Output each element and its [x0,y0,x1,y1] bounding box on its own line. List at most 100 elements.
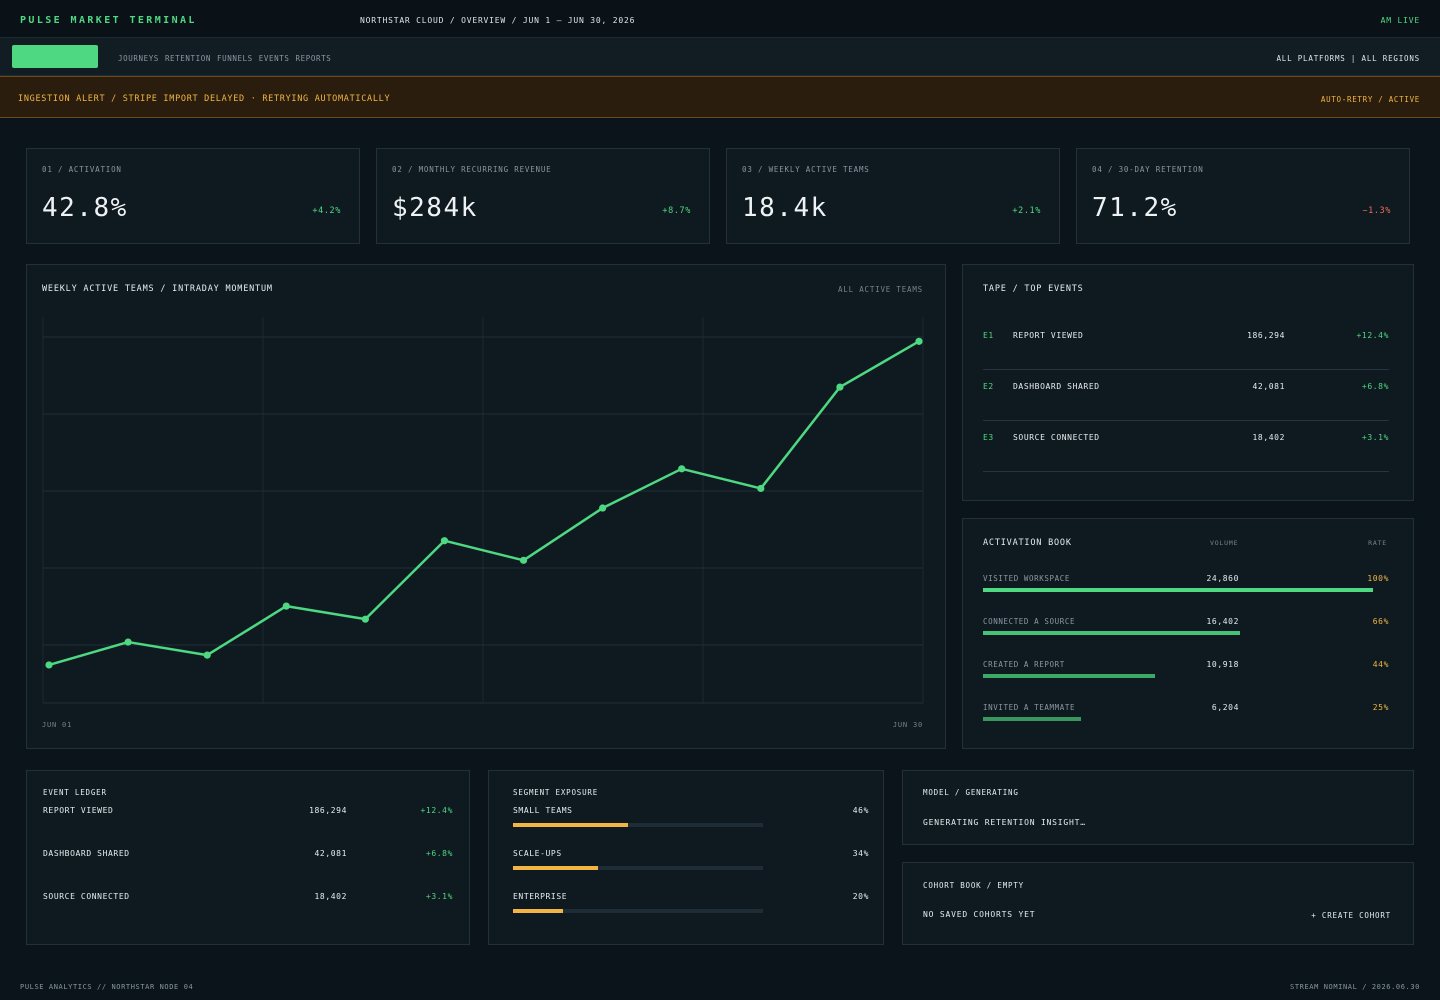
funnel-bar [983,717,1373,721]
kpi-card-retention[interactable]: 04 / 30-DAY RETENTION 71.2% −1.3% [1076,148,1410,244]
data-point[interactable] [678,465,686,473]
segment-name: ENTERPRISE [513,892,568,901]
footer-stream-status: STREAM NOMINAL / 2026.06.30 [1290,983,1420,991]
kpi-card-mrr[interactable]: 02 / MONTHLY RECURRING REVENUE $284k +8.… [376,148,710,244]
segment-exposure-title: SEGMENT EXPOSURE [513,788,599,797]
funnel-step: INVITED A TEAMMATE [983,703,1076,712]
data-point[interactable] [757,484,765,493]
event-name: SOURCE CONNECTED [1013,433,1100,442]
kpi-value: 42.8% [42,193,128,223]
ledger-event-volume: 18,402 [314,892,347,901]
data-point[interactable] [124,638,132,646]
chart-title: WEEKLY ACTIVE TEAMS / INTRADAY MOMENTUM [42,284,273,294]
ledger-event-delta: +6.8% [425,849,453,858]
event-name: DASHBOARD SHARED [1013,382,1100,391]
kpi-label: 04 / 30-DAY RETENTION [1092,165,1204,174]
event-delta: +12.4% [1356,331,1389,340]
momentum-chart-panel: WEEKLY ACTIVE TEAMS / INTRADAY MOMENTUM … [26,264,946,749]
segment-pct: 46% [852,806,869,815]
funnel-bar-fill [983,588,1373,592]
data-point[interactable] [915,337,923,345]
kpi-card-weekly-active-teams[interactable]: 03 / WEEKLY ACTIVE TEAMS 18.4k +2.1% [726,148,1060,244]
data-point[interactable] [282,602,290,610]
funnel-bar [983,588,1373,592]
event-ledger-panel: EVENT LEDGER REPORT VIEWED 186,294 +12.4… [26,770,470,945]
segment-bar-fill [513,823,628,827]
tape-row[interactable]: E2 DASHBOARD SHARED 42,081 +6.8% [983,370,1389,421]
kpi-label: 01 / ACTIVATION [42,165,122,174]
ledger-event-name: REPORT VIEWED [43,806,114,815]
footer-node: PULSE ANALYTICS // NORTHSTAR NODE 04 [20,983,194,991]
funnel-rate: 66% [1372,617,1389,626]
data-point[interactable] [203,651,211,659]
top-bar: PULSE MARKET TERMINAL NORTHSTAR CLOUD / … [0,0,1440,38]
funnel-bar-fill [983,717,1081,721]
column-rate: RATE [1368,539,1387,547]
event-name: REPORT VIEWED [1013,331,1084,340]
segment-bar [513,866,763,870]
data-point[interactable] [361,615,369,623]
alert-status: AUTO-RETRY / ACTIVE [1320,95,1420,104]
live-status: AM LIVE [1380,16,1420,25]
column-volume: VOLUME [1210,539,1239,547]
segment-exposure-panel: SEGMENT EXPOSURE SMALL TEAMS 46% SCALE-U… [488,770,884,945]
ledger-event-volume: 42,081 [314,849,347,858]
funnel-volume: 10,918 [1206,660,1239,669]
model-panel: MODEL / GENERATING GENERATING RETENTION … [902,770,1414,845]
data-point[interactable] [599,504,607,512]
event-volume: 186,294 [1247,331,1285,340]
nav-link-retention[interactable]: RETENTION [164,54,211,63]
tape-row[interactable]: E1 REPORT VIEWED 186,294 +12.4% [983,319,1389,370]
segment-name: SMALL TEAMS [513,806,573,815]
alert-message: INGESTION ALERT / STRIPE IMPORT DELAYED … [18,94,391,104]
event-delta: +6.8% [1361,382,1389,391]
x-tick-end: JUN 30 [892,721,923,729]
data-point[interactable] [440,537,449,545]
scope-filter[interactable]: ALL PLATFORMS | ALL REGIONS [1276,54,1420,63]
funnel-volume: 16,402 [1206,617,1239,626]
data-point[interactable] [836,383,844,391]
chart-filter[interactable]: ALL ACTIVE TEAMS [837,285,923,294]
ledger-event-name: SOURCE CONNECTED [43,892,130,901]
data-point[interactable] [45,661,53,669]
funnel-bar [983,674,1373,678]
breadcrumb[interactable]: NORTHSTAR CLOUD / OVERVIEW / JUN 1 – JUN… [360,16,636,25]
nav-link-funnels[interactable]: FUNNELS [216,54,253,63]
data-point[interactable] [519,556,528,564]
cohort-title: COHORT BOOK / EMPTY [923,881,1024,890]
create-cohort-button[interactable]: + CREATE COHORT [1311,911,1391,920]
nav-link-events[interactable]: EVENTS [258,54,290,63]
cohort-panel: COHORT BOOK / EMPTY NO SAVED COHORTS YET… [902,862,1414,945]
funnel-bar [983,631,1373,635]
segment-pct: 34% [852,849,869,858]
funnel-step: VISITED WORKSPACE [983,574,1070,583]
kpi-delta: +2.1% [1012,206,1041,216]
nav-link-journeys[interactable]: JOURNEYS [118,54,159,63]
nav-bar: JOURNEYS RETENTION FUNNELS EVENTS REPORT… [0,38,1440,76]
kpi-delta: −1.3% [1362,206,1391,216]
ledger-event-volume: 186,294 [309,806,347,815]
nav-link-reports[interactable]: REPORTS [295,54,332,63]
ledger-event-delta: +12.4% [420,806,453,815]
model-title: MODEL / GENERATING [923,788,1019,797]
tape-row[interactable]: E3 SOURCE CONNECTED 18,402 +3.1% [983,421,1389,472]
primary-action-button[interactable] [12,45,98,68]
funnel-volume: 6,204 [1211,703,1239,712]
event-delta: +3.1% [1361,433,1389,442]
kpi-delta: +4.2% [312,206,341,216]
funnel-bar-fill [983,631,1241,635]
segment-bar-fill [513,909,563,913]
segment-name: SCALE-UPS [513,849,562,858]
kpi-delta: +8.7% [662,206,691,216]
ledger-event-delta: +3.1% [425,892,453,901]
kpi-card-activation[interactable]: 01 / ACTIVATION 42.8% +4.2% [26,148,360,244]
funnel-rate: 100% [1367,574,1389,583]
app-title: PULSE MARKET TERMINAL [20,15,197,26]
kpi-label: 02 / MONTHLY RECURRING REVENUE [392,165,552,174]
event-id: E3 [983,433,994,442]
segment-bar [513,823,763,827]
funnel-step: CREATED A REPORT [983,660,1065,669]
event-volume: 18,402 [1252,433,1285,442]
cohort-empty-message: NO SAVED COHORTS YET [923,910,1036,919]
kpi-value: 18.4k [742,193,828,223]
